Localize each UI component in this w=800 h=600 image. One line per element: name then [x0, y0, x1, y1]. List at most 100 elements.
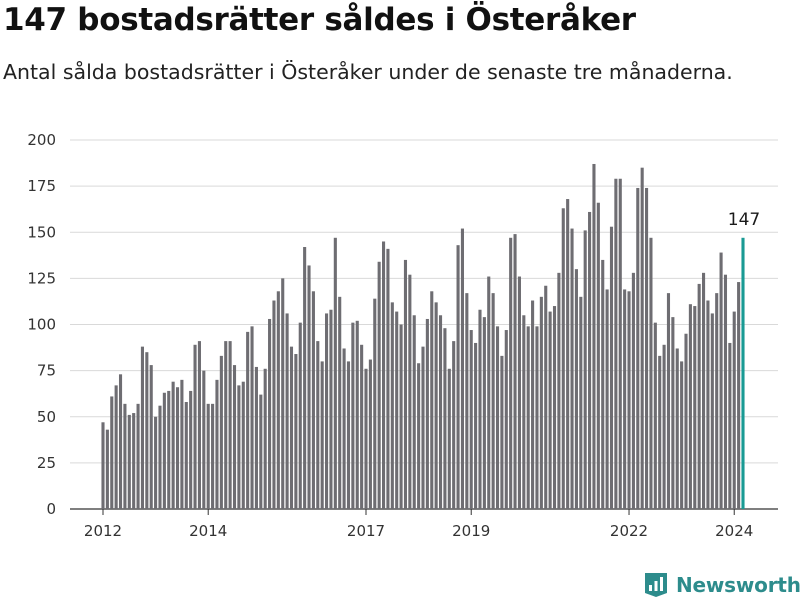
- bar-chart-shield-icon: [645, 573, 667, 597]
- bar: [373, 298, 377, 509]
- bar: [272, 300, 276, 509]
- bar: [614, 178, 618, 509]
- bar: [232, 365, 237, 509]
- bar: [167, 390, 171, 509]
- bar: [311, 291, 315, 509]
- bar: [114, 385, 118, 509]
- bar: [645, 187, 649, 509]
- bar: [276, 291, 280, 509]
- y-tick-label: 125: [27, 269, 56, 287]
- chart-title: 147 bostadsrätter såldes i Österåker: [3, 2, 636, 38]
- bar: [149, 365, 153, 509]
- bar: [509, 237, 513, 510]
- bar: [434, 302, 438, 509]
- bar: [693, 306, 697, 509]
- bar: [465, 293, 469, 509]
- bar: [500, 355, 504, 509]
- bar: [487, 276, 491, 509]
- bar: [737, 282, 741, 509]
- bar: [325, 313, 329, 509]
- y-tick-label: 200: [27, 131, 56, 149]
- y-tick-label: 175: [27, 177, 56, 195]
- bar: [127, 414, 131, 509]
- bar: [241, 381, 245, 509]
- bar: [443, 328, 447, 509]
- bar: [702, 272, 706, 509]
- bar: [561, 208, 565, 509]
- bar: [539, 296, 543, 509]
- bar: [671, 317, 675, 509]
- bar: [123, 403, 127, 509]
- bar: [588, 211, 592, 509]
- bar: [522, 315, 526, 509]
- bar: [189, 390, 193, 509]
- bar: [688, 304, 692, 509]
- bar: [417, 363, 421, 509]
- bar: [154, 416, 158, 509]
- bar: [412, 315, 416, 509]
- bar: [425, 318, 429, 509]
- bar: [250, 326, 254, 509]
- bar: [640, 167, 644, 509]
- bar: [517, 276, 521, 509]
- bar: [316, 341, 320, 509]
- bar: [658, 355, 662, 509]
- bar: [303, 247, 307, 509]
- bar: [403, 259, 408, 509]
- bar: [566, 199, 570, 510]
- bar: [601, 259, 605, 509]
- bar: [680, 361, 684, 509]
- bar: [631, 272, 635, 509]
- bar: [482, 317, 486, 509]
- bar: [118, 374, 123, 509]
- chart-subtitle: Antal sålda bostadsrätter i Österåker un…: [3, 60, 733, 84]
- bar: [574, 269, 578, 509]
- bar: [338, 296, 342, 509]
- bar: [399, 324, 403, 509]
- x-tick-label: 2019: [452, 522, 490, 540]
- bar: [342, 348, 346, 509]
- bar: [105, 429, 109, 509]
- bar: [228, 341, 232, 509]
- bar: [364, 368, 368, 509]
- bar: [355, 320, 359, 509]
- bar: [684, 333, 688, 509]
- bar: [224, 341, 228, 509]
- bar: [246, 331, 250, 509]
- x-tick-label: 2022: [610, 522, 648, 540]
- x-tick-label: 2012: [84, 522, 122, 540]
- bar: [386, 248, 390, 510]
- bar: [623, 289, 627, 509]
- bar: [145, 352, 149, 509]
- bar: [333, 237, 337, 510]
- bar: [706, 300, 710, 509]
- bar: [307, 265, 311, 509]
- bar: [666, 293, 671, 509]
- bar: [456, 245, 460, 510]
- bar-chart: 0 25 50 75 100 125 150 175 200 147 2012 2014 2017 201…: [27, 131, 778, 540]
- bar: [360, 344, 364, 509]
- bar: [592, 163, 596, 510]
- bar: [259, 394, 263, 509]
- bar: [552, 306, 557, 509]
- y-tick-label: 50: [37, 408, 56, 426]
- bar: [132, 413, 136, 509]
- bar: [710, 313, 714, 509]
- bar: [408, 274, 412, 509]
- bar: [535, 326, 539, 509]
- bar: [175, 387, 180, 509]
- bar: [254, 366, 258, 509]
- bar: [653, 322, 657, 509]
- bar: [675, 348, 679, 509]
- bar: [460, 228, 464, 509]
- bar: [662, 344, 666, 509]
- bar: [526, 326, 530, 509]
- bar: [237, 385, 241, 509]
- bar: [158, 405, 162, 509]
- bar: [579, 296, 583, 509]
- bar: [474, 342, 478, 509]
- bar: [596, 202, 600, 510]
- bar: [180, 379, 184, 509]
- bar: [570, 228, 574, 509]
- bar: [197, 341, 201, 509]
